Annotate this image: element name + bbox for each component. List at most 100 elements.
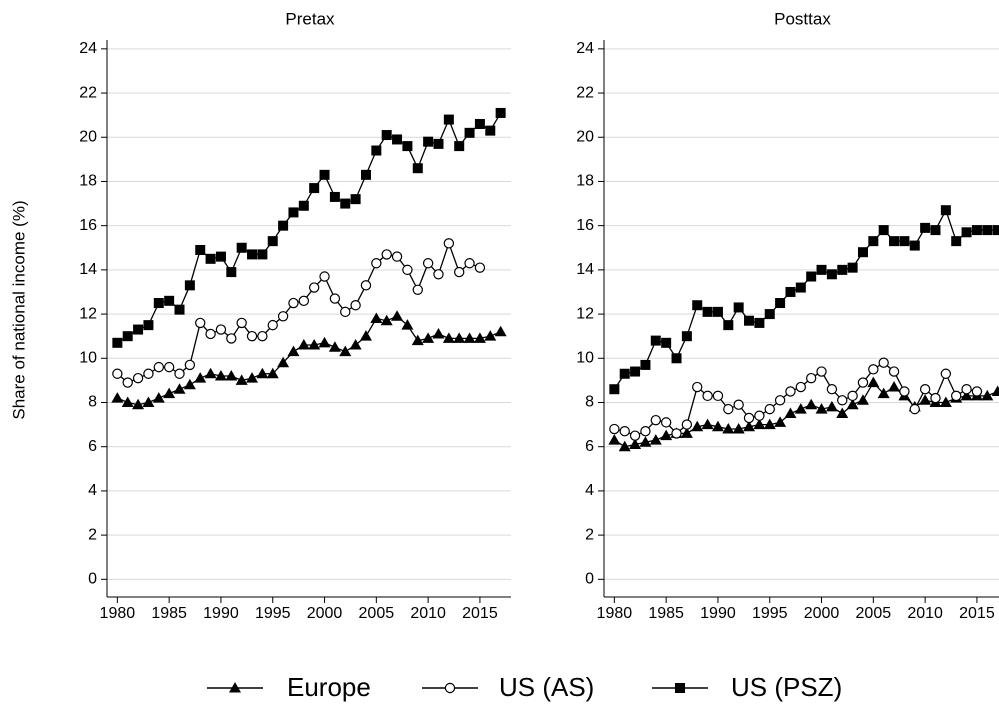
data-point	[919, 384, 931, 395]
data-point	[142, 396, 155, 407]
data-point	[350, 194, 361, 205]
data-point	[163, 387, 176, 399]
legend-label: US (AS)	[499, 672, 594, 702]
data-point	[277, 311, 289, 322]
data-point	[350, 300, 361, 311]
data-point	[991, 385, 999, 396]
x-tick-label: 2005	[359, 605, 395, 622]
data-point	[837, 264, 848, 275]
data-point	[328, 341, 341, 352]
panel-title: Posttax	[774, 9, 831, 28]
data-point	[453, 332, 466, 343]
data-point	[360, 169, 371, 180]
data-point	[122, 331, 133, 342]
data-point	[267, 319, 278, 331]
data-point	[433, 269, 444, 280]
data-point	[266, 367, 279, 379]
y-tick-label: 22	[576, 84, 594, 101]
data-point	[816, 366, 827, 377]
data-point	[609, 423, 620, 435]
y-tick-label: 24	[79, 40, 97, 57]
y-tick-label: 12	[79, 305, 97, 322]
data-point	[868, 364, 879, 375]
x-tick-label: 2000	[307, 605, 343, 622]
y-axis-label: Share of national income (%)	[9, 200, 28, 419]
data-point	[774, 416, 787, 427]
data-point	[370, 312, 383, 323]
data-point	[837, 395, 848, 406]
data-point	[733, 302, 744, 313]
data-point	[899, 236, 910, 247]
y-tick-label: 4	[585, 482, 594, 499]
data-point	[143, 368, 154, 379]
panel-title: Pretax	[285, 9, 335, 28]
data-point	[992, 225, 999, 236]
data-point	[122, 377, 133, 388]
x-tick-label: 2015	[959, 605, 995, 622]
data-point	[392, 134, 403, 145]
data-point	[661, 337, 672, 348]
data-point	[267, 236, 278, 247]
x-tick-label: 2005	[856, 605, 892, 622]
data-point	[982, 225, 993, 236]
data-point	[433, 138, 444, 149]
y-tick-label: 22	[79, 84, 97, 101]
data-point	[423, 136, 434, 147]
legend-label: US (PSZ)	[731, 672, 842, 702]
data-point	[692, 300, 703, 311]
data-point	[474, 118, 485, 129]
data-point	[712, 306, 723, 317]
data-point	[308, 339, 321, 350]
x-tick-label: 1980	[100, 605, 136, 622]
data-point	[473, 332, 486, 343]
data-point	[815, 403, 828, 414]
data-point	[422, 258, 434, 269]
data-point	[702, 306, 713, 317]
data-point	[609, 384, 620, 395]
data-point	[743, 412, 755, 424]
y-tick-label: 16	[79, 217, 97, 234]
data-point	[701, 418, 714, 430]
data-point	[868, 236, 879, 247]
data-point	[412, 163, 423, 174]
data-point	[919, 394, 932, 405]
data-point	[133, 324, 144, 335]
data-point	[629, 438, 642, 449]
data-point	[247, 249, 258, 260]
data-point	[112, 368, 123, 379]
x-tick-label: 1985	[648, 605, 684, 622]
data-point	[257, 249, 268, 260]
data-point	[464, 127, 475, 138]
data-point	[805, 398, 818, 410]
data-point	[763, 418, 776, 430]
x-tick-label: 1980	[597, 605, 633, 622]
y-tick-label: 10	[79, 350, 97, 367]
y-tick-label: 2	[88, 526, 97, 543]
data-point	[205, 328, 216, 340]
data-point	[246, 330, 258, 342]
data-point	[650, 335, 661, 346]
data-point	[256, 367, 269, 379]
y-tick-label: 20	[79, 128, 97, 145]
y-tick-label: 0	[88, 571, 97, 588]
data-point	[495, 107, 506, 118]
data-point	[639, 436, 652, 447]
data-point	[692, 381, 703, 393]
data-point	[722, 423, 735, 434]
data-point	[640, 359, 651, 370]
data-point	[691, 420, 704, 432]
data-point	[432, 327, 445, 339]
data-point	[340, 306, 351, 318]
data-point	[204, 367, 217, 379]
data-point	[971, 386, 983, 397]
data-point	[826, 384, 838, 395]
data-point	[619, 426, 630, 437]
data-point	[195, 317, 206, 329]
data-point	[381, 249, 392, 260]
data-point	[951, 236, 962, 247]
data-point	[111, 392, 124, 403]
data-point	[143, 320, 154, 331]
data-point	[711, 420, 724, 432]
data-point	[847, 390, 858, 402]
